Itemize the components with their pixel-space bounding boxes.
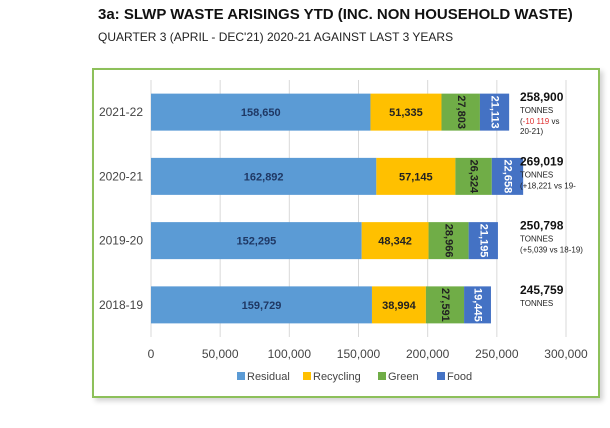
data-label-recycling: 57,145 [399,171,433,183]
total-unit: TONNES [520,106,553,115]
data-label-residual: 158,650 [241,107,281,119]
x-tick-label: 50,000 [202,347,239,361]
data-label-food: 22,658 [502,160,514,194]
category-label: 2018-19 [99,298,143,312]
x-tick-label: 200,000 [406,347,450,361]
total-value: 250,798 [520,219,564,233]
total-change: (+5,039 vs 18-19) [520,246,583,255]
category-label: 2020-21 [99,169,143,183]
total-change: (+18,221 vs 19- [520,181,576,190]
data-label-residual: 159,729 [242,300,282,312]
legend-label-residual: Residual [247,371,290,383]
bar-segment [425,286,465,324]
chart-title: 3a: SLWP WASTE ARISINGS YTD (INC. NON HO… [98,6,573,23]
data-label-residual: 152,295 [236,236,276,248]
bar-segment [468,222,498,260]
bar-segment [151,93,371,131]
total-change-line2: 20-21) [520,127,543,136]
bar-segment [441,93,480,131]
legend-swatch-food [437,372,445,380]
legend-label-food: Food [447,371,472,383]
bar-segment [491,157,524,195]
total-value: 269,019 [520,154,564,168]
total-value: 245,759 [520,283,564,297]
data-label-recycling: 38,994 [382,300,417,312]
bar-segment [371,286,426,324]
bar-segment [151,222,362,260]
legend-swatch-recycling [303,372,311,380]
bar-segment [151,157,377,195]
x-tick-label: 100,000 [268,347,312,361]
data-label-food: 19,445 [472,288,484,322]
total-unit: TONNES [520,235,553,244]
bar-segment [479,93,510,131]
bar-segment [428,222,469,260]
legend-label-recycling: Recycling [313,371,361,383]
legend-label-green: Green [388,371,419,383]
x-tick-label: 0 [148,347,155,361]
chart-subtitle: QUARTER 3 (APRIL - DEC'21) 2020-21 AGAIN… [98,30,454,44]
bar-segment [361,222,429,260]
x-tick-label: 250,000 [475,347,519,361]
data-label-food: 21,113 [489,96,501,129]
x-tick-label: 150,000 [337,347,381,361]
data-label-residual: 162,892 [244,171,284,183]
category-label: 2019-20 [99,234,143,248]
data-label-green: 27,803 [455,95,467,129]
bar-segment [370,93,442,131]
bar-segment [376,157,456,195]
x-tick-label: 300,000 [544,347,588,361]
data-label-green: 27,591 [439,288,451,322]
data-label-recycling: 48,342 [378,236,412,248]
total-unit: TONNES [520,170,553,179]
legend-swatch-green [378,372,386,380]
data-label-green: 26,324 [468,160,480,195]
total-value: 258,900 [520,90,564,104]
category-label: 2021-22 [99,105,143,119]
bar-segment [151,286,372,324]
data-label-recycling: 51,335 [389,107,423,119]
total-unit: TONNES [520,299,553,308]
bar-segment [464,286,491,324]
data-label-food: 21,195 [477,224,489,258]
bar-segment [455,157,492,195]
legend-swatch-residual [237,372,245,380]
total-change: (-10 119 vs [520,117,559,126]
data-label-green: 28,966 [443,224,455,258]
